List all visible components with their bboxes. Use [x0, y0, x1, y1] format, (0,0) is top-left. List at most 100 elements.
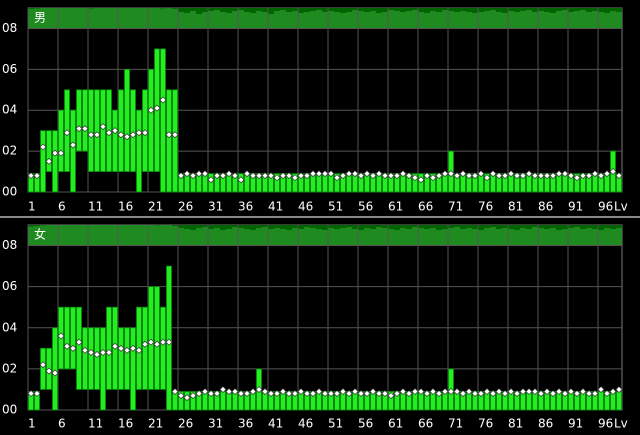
- range-bar: [124, 327, 130, 390]
- x-tick-label: 46: [298, 417, 313, 431]
- average-marker: [387, 172, 395, 180]
- y-tick-label: 06: [2, 62, 17, 76]
- range-bar: [46, 130, 52, 172]
- average-marker: [339, 388, 347, 395]
- x-tick-label: 51: [328, 417, 343, 431]
- histogram-bar: [586, 228, 592, 245]
- histogram-bar: [292, 11, 298, 28]
- range-bar: [88, 89, 94, 172]
- x-tick-label: 76: [478, 200, 493, 214]
- average-marker: [447, 388, 455, 395]
- histogram-bar: [202, 12, 208, 28]
- average-marker: [231, 388, 239, 395]
- average-marker: [405, 172, 413, 180]
- average-marker: [27, 390, 35, 398]
- x-tick-label: 56: [358, 200, 373, 214]
- average-marker: [465, 172, 473, 180]
- x-tick-label: 76: [478, 417, 493, 431]
- histogram-bar: [232, 11, 238, 28]
- range-bar: [40, 347, 46, 390]
- average-marker: [111, 127, 119, 135]
- histogram-bar: [310, 228, 316, 245]
- histogram-bar: [46, 225, 52, 245]
- range-bar: [160, 306, 166, 390]
- histogram-bar: [112, 225, 118, 245]
- histogram-bar: [64, 8, 70, 28]
- average-marker: [309, 170, 317, 178]
- range-bar: [76, 89, 82, 152]
- histogram-bar: [130, 225, 136, 245]
- histogram-bar: [286, 12, 292, 28]
- histogram-bar: [370, 11, 376, 28]
- average-marker: [267, 390, 275, 398]
- average-marker: [93, 351, 101, 358]
- histogram-bar: [382, 12, 388, 28]
- histogram-bar: [418, 228, 424, 245]
- histogram-bar: [82, 225, 88, 245]
- average-marker: [171, 131, 179, 139]
- histogram-bar: [364, 12, 370, 28]
- average-marker: [375, 390, 383, 398]
- histogram-bar: [76, 225, 82, 245]
- histogram-bar: [262, 12, 268, 28]
- histogram-bar: [370, 229, 376, 245]
- range-bar: [82, 89, 88, 152]
- histogram-bar: [70, 8, 76, 28]
- average-marker: [351, 170, 359, 178]
- histogram-bar: [328, 11, 334, 28]
- histogram-bar: [148, 225, 154, 245]
- histogram-bar: [274, 228, 280, 245]
- average-marker: [585, 390, 593, 398]
- average-marker: [459, 170, 467, 178]
- histogram-bar: [544, 12, 550, 28]
- histogram-bar: [580, 229, 586, 245]
- histogram-bar: [436, 12, 442, 28]
- histogram-bar: [58, 225, 64, 245]
- histogram-bar: [316, 10, 322, 28]
- histogram-bar: [124, 8, 130, 28]
- average-marker: [345, 170, 353, 178]
- average-marker: [201, 388, 209, 395]
- average-marker: [219, 172, 227, 180]
- x-tick-label: 21: [148, 417, 163, 431]
- histogram-bar: [52, 8, 58, 28]
- histogram-bar: [568, 12, 574, 28]
- histogram-bar: [478, 230, 484, 245]
- x-tick-label: 36: [238, 200, 253, 214]
- average-marker: [393, 172, 401, 180]
- histogram-bar: [76, 8, 82, 28]
- histogram-bar: [220, 12, 226, 28]
- range-bar: [142, 306, 148, 390]
- range-bar: [412, 173, 418, 193]
- histogram-bar: [424, 13, 430, 28]
- range-bar: [598, 391, 604, 411]
- histogram-bar: [154, 225, 160, 245]
- range-bar: [292, 173, 298, 193]
- average-marker: [381, 172, 389, 180]
- average-marker: [579, 172, 587, 180]
- average-marker: [243, 170, 251, 178]
- histogram-bar: [502, 228, 508, 245]
- average-marker: [285, 172, 293, 180]
- x-tick-label: 41: [268, 417, 283, 431]
- histogram-bar: [388, 229, 394, 245]
- histogram-bar: [394, 11, 400, 28]
- histogram-bar: [514, 12, 520, 28]
- average-marker: [555, 170, 563, 178]
- average-marker: [123, 133, 131, 141]
- histogram-bar: [82, 8, 88, 28]
- histogram-bar: [508, 11, 514, 28]
- histogram-bar: [574, 227, 580, 245]
- histogram-bar: [34, 226, 40, 245]
- x-tick-label: 26: [178, 417, 193, 431]
- x-tick-label: 71: [448, 417, 463, 431]
- average-marker: [333, 390, 341, 398]
- average-marker: [159, 96, 167, 104]
- range-bar: [166, 89, 172, 193]
- average-marker: [387, 392, 395, 400]
- average-marker: [87, 131, 95, 139]
- histogram-bar: [346, 12, 352, 28]
- histogram-bar: [532, 227, 538, 245]
- average-marker: [489, 390, 497, 398]
- histogram-bar: [340, 13, 346, 28]
